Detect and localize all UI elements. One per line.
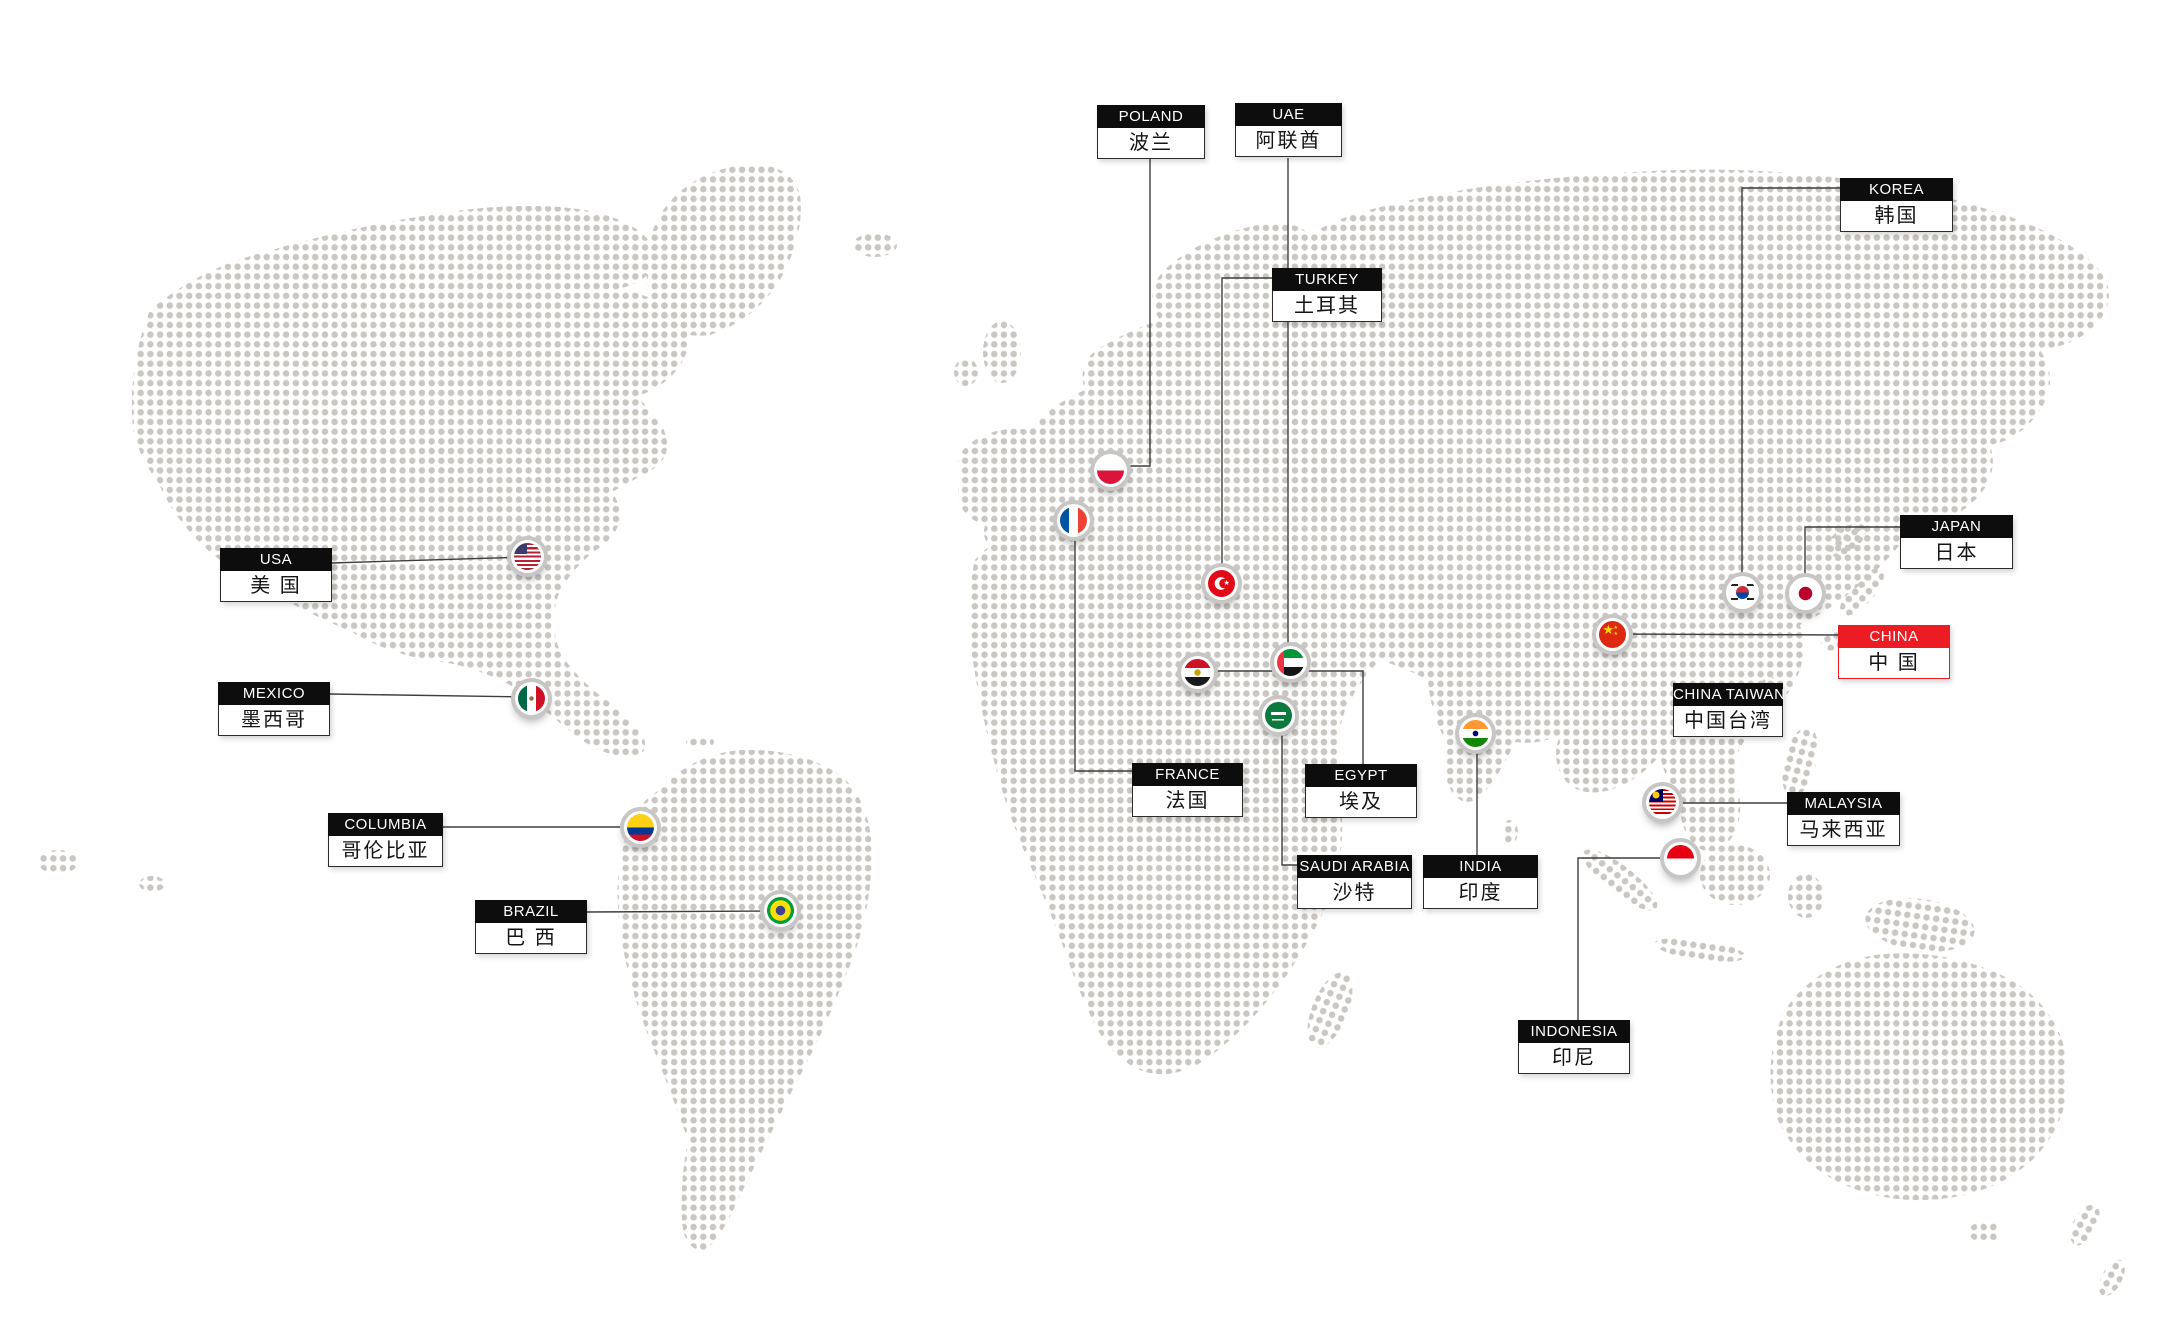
island-ireland: [954, 358, 978, 386]
island-java: [1654, 938, 1746, 962]
connector-line-poland: [1112, 158, 1151, 467]
connector-line-france: [1074, 524, 1132, 772]
continent-north-america: [131, 205, 691, 758]
connector-line-turkey: [1221, 277, 1272, 583]
island-japan-main: [1840, 568, 1884, 616]
islands-south-atlantic-2: [139, 876, 165, 892]
connector-line-japan: [1804, 526, 1900, 593]
island-madagascar: [1307, 972, 1353, 1048]
island-great-britain: [983, 321, 1021, 383]
island-tasmania: [1969, 1221, 2001, 1243]
island-japan-north: [1825, 523, 1867, 557]
island-iceland: [853, 233, 897, 257]
island-caribbean-2: [735, 753, 755, 763]
connector-line-usa: [330, 556, 528, 564]
island-sulawesi: [1788, 874, 1824, 918]
connector-line-saudi: [1281, 715, 1297, 866]
continent-eurasia: [957, 169, 2109, 852]
connector-line-egypt: [1197, 670, 1364, 764]
connector-line-china: [1611, 633, 1839, 636]
island-new-zealand-north: [2070, 1204, 2100, 1246]
continent-greenland: [646, 164, 801, 336]
island-new-guinea: [1865, 898, 1975, 952]
islands-south-atlantic: [38, 850, 78, 874]
island-sri-lanka: [1502, 820, 1518, 844]
island-sumatra: [1582, 849, 1658, 911]
connector-line-korea: [1741, 187, 1840, 592]
island-new-zealand-south: [2099, 1259, 2125, 1297]
connector-line-indonesia: [1577, 857, 1680, 1020]
continent-south-america: [617, 749, 872, 1251]
connector-line-brazil: [586, 910, 781, 913]
connector-line-mexico: [329, 693, 532, 698]
island-caribbean-1: [686, 736, 714, 748]
island-philippines: [1782, 726, 1818, 798]
island-borneo: [1700, 845, 1770, 905]
continent-australia: [1770, 953, 2069, 1201]
